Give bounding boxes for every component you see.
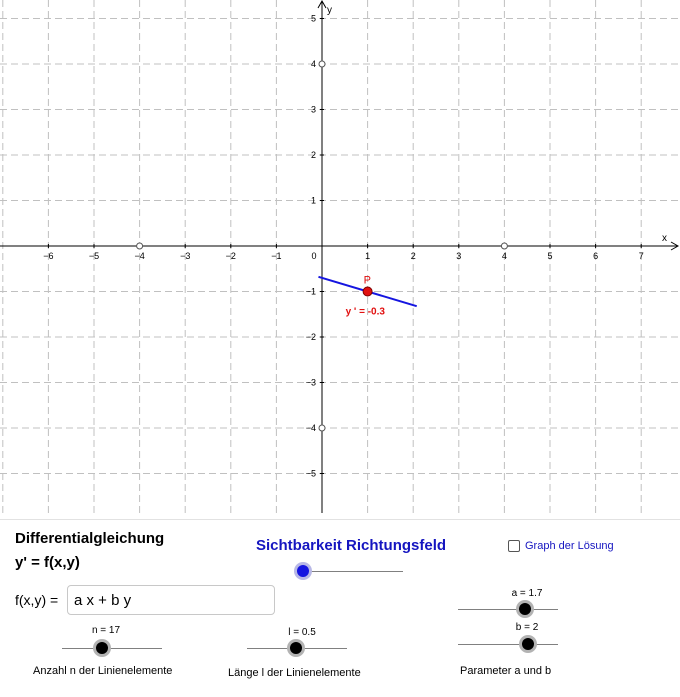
- function-input[interactable]: [67, 585, 275, 615]
- slider-l-value: l = 0.5: [288, 627, 316, 638]
- window-point[interactable]: [136, 242, 144, 250]
- equation-title: Differentialgleichung: [15, 530, 165, 547]
- point-p-label: P: [364, 275, 371, 287]
- y-tick-label: 5: [311, 14, 316, 24]
- slider-a-value: a = 1.7: [511, 588, 543, 599]
- parameters-caption: Parameter a und b: [460, 665, 552, 677]
- x-tick-label: 5: [547, 251, 552, 261]
- slider-b-track[interactable]: [458, 644, 558, 645]
- origin-label: 0: [311, 251, 316, 261]
- slider-n-caption: Anzahl n der Linienelemente: [33, 665, 173, 677]
- direction-field-toggle-track[interactable]: [303, 571, 403, 572]
- y-tick-label: −4: [306, 423, 316, 433]
- grid: [0, 0, 680, 513]
- x-tick-label: −1: [271, 251, 281, 261]
- panel-divider: [0, 519, 680, 520]
- equation-form: y' = f(x,y): [15, 554, 80, 571]
- slider-b-knob[interactable]: [522, 638, 534, 650]
- y-tick-label: −1: [306, 287, 316, 297]
- x-tick-label: −5: [89, 251, 99, 261]
- x-tick-label: 4: [502, 251, 507, 261]
- coordinate-plane[interactable]: x y −6 −5 −4 −3 −2 −1 1 2 3 4 5 6 7 5 4 3 2 1 −1 −2 −3 −4 −5 0 Py…: [0, 0, 680, 513]
- x-tick-label: 6: [593, 251, 598, 261]
- window-point[interactable]: [500, 242, 508, 250]
- point-p[interactable]: [362, 286, 373, 297]
- x-tick-label: 1: [365, 251, 370, 261]
- x-tick-label: −4: [134, 251, 144, 261]
- axes: [0, 0, 680, 513]
- slider-b-value: b = 2: [515, 622, 539, 633]
- slider-a-track[interactable]: [458, 609, 558, 610]
- slider-n-knob[interactable]: [96, 642, 108, 654]
- y-axis-arrow: [317, 0, 327, 9]
- function-input-label: f(x,y) =: [15, 592, 59, 608]
- slider-a-knob[interactable]: [519, 603, 531, 615]
- slider-n-value: n = 17: [91, 625, 121, 636]
- x-tick-label: −6: [43, 251, 53, 261]
- x-tick-label: −2: [226, 251, 236, 261]
- slider-n-track[interactable]: [62, 648, 162, 649]
- y-tick-label: 1: [311, 196, 316, 206]
- x-axis-arrow: [670, 241, 680, 251]
- y-tick-label: −5: [306, 469, 316, 479]
- y-tick-label: 4: [311, 59, 316, 69]
- y-axis-name: y: [327, 5, 332, 16]
- y-tick-label: 3: [311, 105, 316, 115]
- graph-objects[interactable]: Py ' = -0.3: [136, 60, 508, 432]
- solution-graph-checkbox[interactable]: [508, 540, 520, 552]
- window-point[interactable]: [318, 424, 326, 432]
- slider-l-knob[interactable]: [290, 642, 302, 654]
- x-tick-label: 2: [411, 251, 416, 261]
- direction-field-toggle-knob[interactable]: [297, 565, 309, 577]
- solution-graph-label[interactable]: Graph der Lösung: [525, 540, 614, 552]
- slider-l-caption: Länge l der Linienelemente: [228, 667, 361, 679]
- x-tick-label: 3: [456, 251, 461, 261]
- tick-labels: x y −6 −5 −4 −3 −2 −1 1 2 3 4 5 6 7 5 4 3 2 1 −1 −2 −3 −4 −5 0: [43, 5, 667, 479]
- y-tick-label: −2: [306, 332, 316, 342]
- x-tick-label: 7: [639, 251, 644, 261]
- x-tick-label: −3: [180, 251, 190, 261]
- window-point[interactable]: [318, 60, 326, 68]
- slope-label: y ' = -0.3: [346, 307, 386, 318]
- direction-field-visibility-label: Sichtbarkeit Richtungsfeld: [256, 537, 447, 554]
- y-tick-label: 2: [311, 150, 316, 160]
- x-axis-name: x: [662, 233, 667, 244]
- y-tick-label: −3: [306, 378, 316, 388]
